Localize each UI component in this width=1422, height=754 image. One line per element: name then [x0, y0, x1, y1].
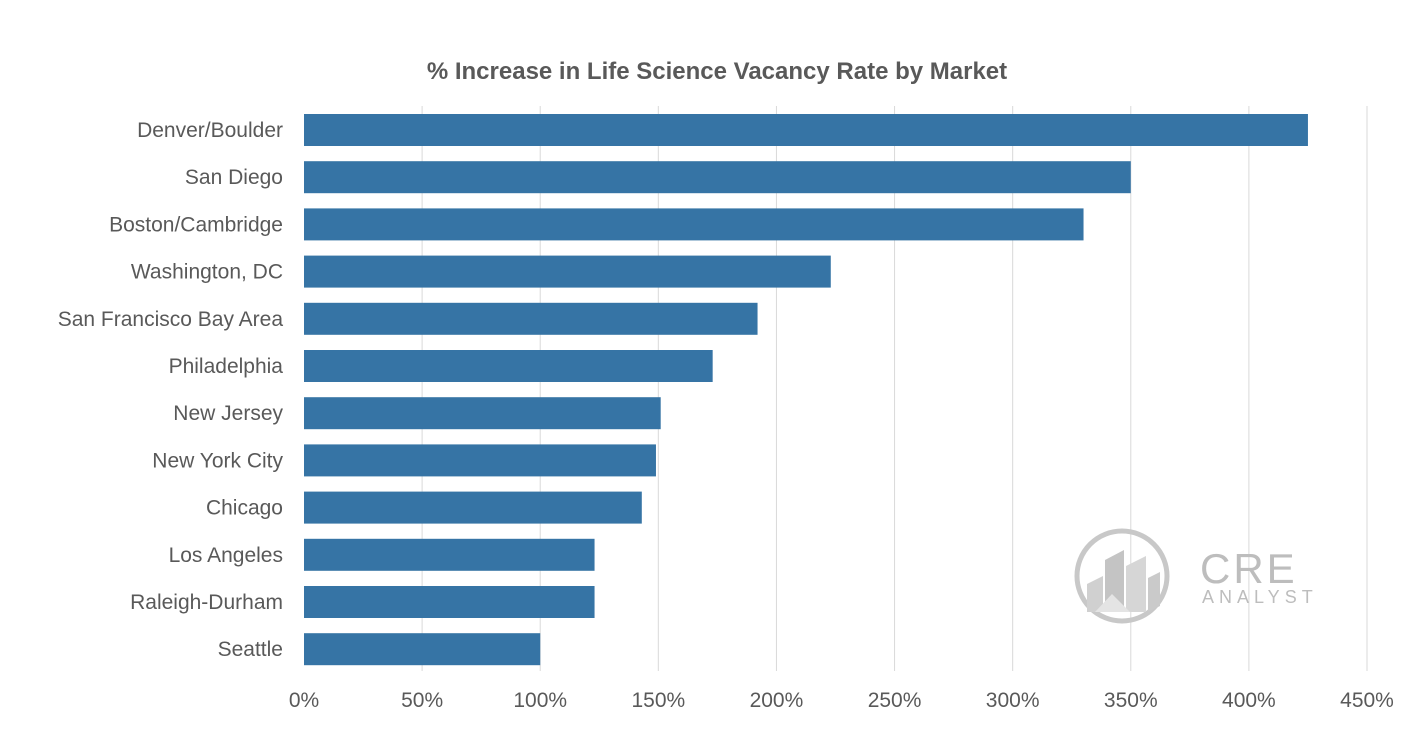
category-label: Philadelphia	[169, 355, 284, 378]
category-label: Seattle	[218, 638, 283, 661]
category-labels: Denver/Boulder San Diego Boston/Cambridge W…	[58, 119, 284, 661]
bar	[304, 633, 541, 666]
bar	[304, 161, 1131, 194]
x-tick-label: 400%	[1222, 689, 1276, 712]
gridlines	[421, 106, 1368, 671]
category-label: Chicago	[206, 497, 283, 520]
category-label: New York City	[152, 449, 283, 472]
category-label: Denver/Boulder	[137, 119, 283, 142]
x-tick-label: 450%	[1340, 689, 1394, 712]
category-label: Boston/Cambridge	[109, 213, 283, 236]
city-buildings-logo-icon	[1074, 528, 1170, 624]
x-tick-label: 150%	[631, 689, 685, 712]
category-label: San Diego	[185, 166, 283, 189]
bar	[304, 538, 595, 571]
bar	[304, 114, 1308, 146]
x-axis-tick-labels: 0% 50% 100% 150% 200% 250% 300% 350% 400% 450%	[289, 689, 1394, 712]
category-label: San Francisco Bay Area	[58, 308, 284, 331]
category-label: Washington, DC	[131, 261, 283, 284]
bar	[304, 208, 1084, 241]
bar	[304, 397, 661, 430]
category-label: New Jersey	[173, 402, 283, 425]
watermark-brand: CRE	[1200, 545, 1298, 592]
x-tick-label: 100%	[513, 689, 567, 712]
bar	[304, 491, 642, 524]
watermark-subtitle: ANALYST	[1202, 587, 1318, 607]
bar	[304, 444, 656, 477]
bars	[304, 114, 1308, 666]
x-tick-label: 200%	[750, 689, 804, 712]
x-tick-label: 250%	[868, 689, 922, 712]
cre-analyst-watermark: CRE ANALYST	[1074, 528, 1318, 624]
category-label: Raleigh-Durham	[130, 591, 283, 614]
x-tick-label: 0%	[289, 689, 319, 712]
bar	[304, 586, 595, 618]
x-tick-label: 350%	[1104, 689, 1158, 712]
chart-title: % Increase in Life Science Vacancy Rate …	[427, 58, 1007, 85]
category-label: Los Angeles	[169, 544, 283, 567]
bar	[304, 302, 758, 335]
bar	[304, 350, 713, 382]
x-tick-label: 300%	[986, 689, 1040, 712]
x-tick-label: 50%	[401, 689, 443, 712]
bar	[304, 255, 831, 288]
